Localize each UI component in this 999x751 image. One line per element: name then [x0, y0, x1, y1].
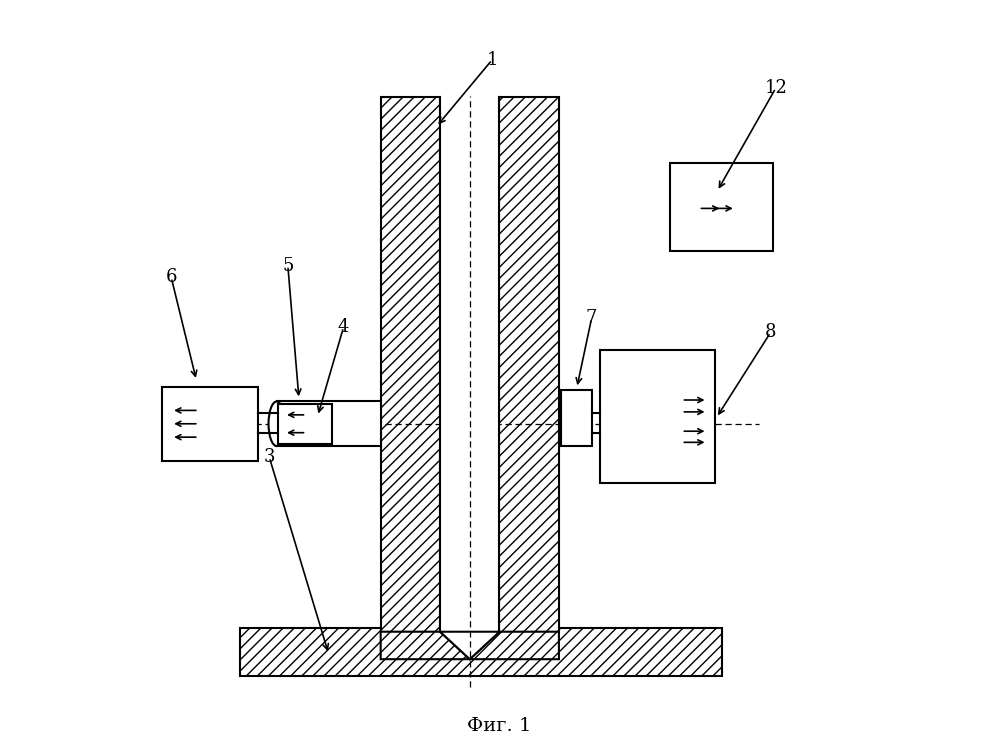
Text: 8: 8 [765, 324, 776, 342]
Text: 7: 7 [585, 309, 597, 327]
Bar [278, 404, 332, 444]
Polygon shape [441, 632, 500, 659]
Text: 12: 12 [764, 79, 787, 97]
Text: 4: 4 [338, 318, 350, 336]
Ellipse shape [269, 402, 285, 446]
Bar [240, 628, 722, 677]
Text: 6: 6 [166, 268, 177, 286]
Bar [381, 97, 441, 632]
Bar [599, 349, 715, 483]
Text: 5: 5 [282, 257, 294, 275]
Bar [441, 97, 500, 632]
Bar [500, 97, 558, 632]
Bar [277, 402, 381, 446]
Text: 3: 3 [264, 448, 275, 466]
Text: Фиг. 1: Фиг. 1 [468, 717, 531, 735]
Bar [670, 163, 773, 251]
Polygon shape [381, 632, 558, 659]
Bar [162, 387, 258, 461]
Text: 1: 1 [487, 51, 498, 69]
Bar [561, 390, 592, 446]
